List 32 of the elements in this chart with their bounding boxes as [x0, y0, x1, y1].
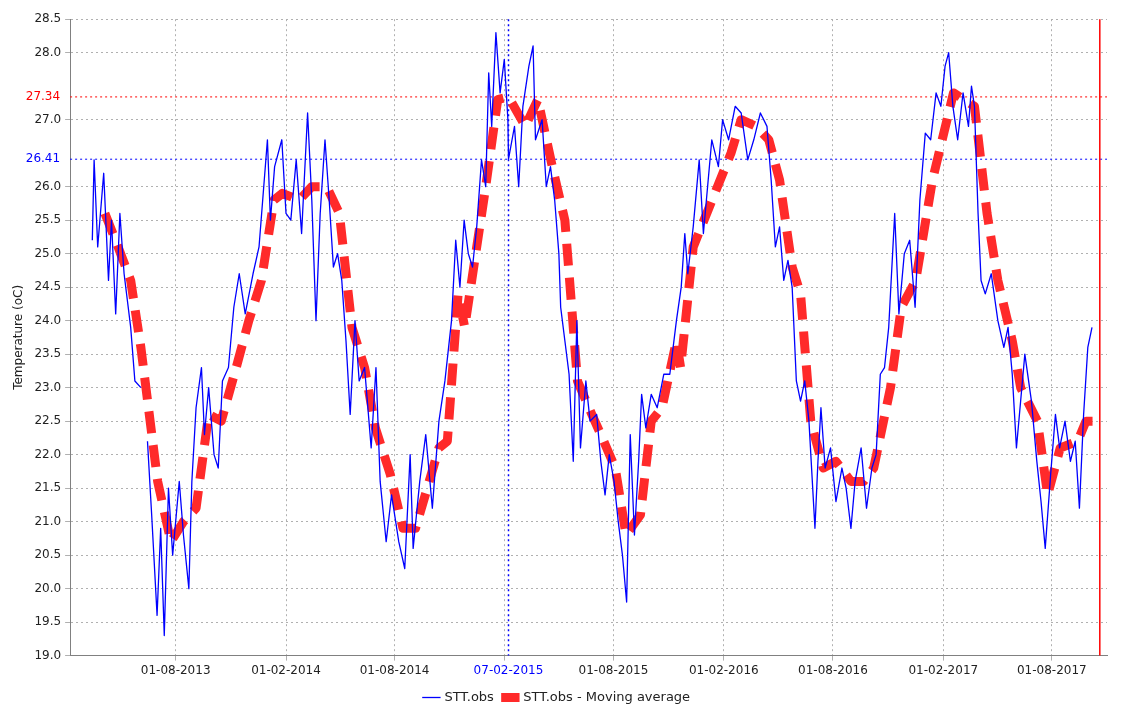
- legend-label: STT.obs: [444, 688, 495, 704]
- y-tick-label: 19.5: [34, 614, 62, 629]
- x-tick-label: 01-08-2014: [359, 662, 430, 677]
- y-axis-title: Temperature (oC): [11, 284, 26, 391]
- y-tick-label: 28.5: [34, 11, 62, 26]
- x-tick-label: 01-08-2013: [140, 662, 211, 677]
- y-tick-label: 22.5: [34, 413, 62, 428]
- y-tick-label: 27.0: [34, 111, 62, 126]
- y-tick-label: 21.0: [34, 513, 62, 528]
- x-tick-label: 01-02-2016: [688, 662, 759, 677]
- y-tick-label: 24.5: [34, 279, 62, 294]
- x-tick-label: 01-08-2015: [578, 662, 649, 677]
- y-tick-label: 26.0: [34, 178, 62, 193]
- ref-line-label: 07-02-2015: [473, 662, 544, 677]
- legend-label: STT.obs - Moving average: [523, 688, 691, 704]
- ref-line-label: 26.41: [25, 151, 61, 166]
- y-tick-label: 24.0: [34, 312, 62, 327]
- x-tick-label: 01-08-2016: [798, 662, 868, 677]
- y-tick-label: 25.5: [34, 212, 62, 227]
- x-tick-label: 01-02-2017: [908, 662, 979, 677]
- y-tick-label: 21.5: [34, 480, 62, 495]
- y-tick-label: 20.0: [34, 580, 62, 595]
- ref-line-label: 27.34: [25, 89, 61, 104]
- y-tick-label: 25.0: [34, 245, 62, 260]
- y-tick-label: 23.5: [34, 346, 62, 361]
- y-tick-label: 28.0: [34, 44, 62, 59]
- x-tick-label: 01-02-2014: [251, 662, 321, 677]
- x-tick-label: 01-08-2017: [1016, 662, 1087, 677]
- y-tick-label: 23.0: [34, 379, 62, 394]
- y-tick-label: 19.0: [34, 647, 62, 662]
- y-tick-label: 22.0: [34, 446, 62, 461]
- y-tick-label: 20.5: [34, 547, 62, 562]
